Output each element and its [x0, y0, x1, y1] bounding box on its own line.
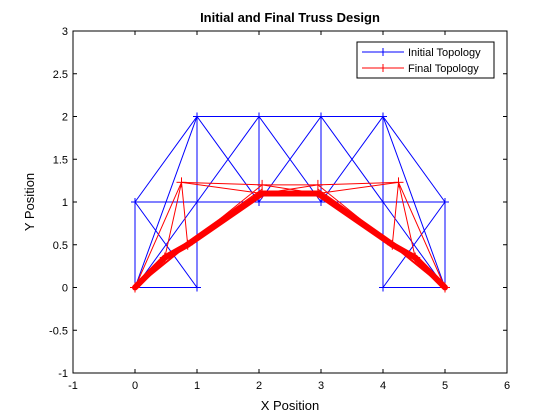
final-member — [314, 190, 396, 248]
x-tick-label: -1 — [68, 380, 78, 392]
y-tick-label: 0 — [62, 283, 68, 295]
y-tick-label: -0.5 — [49, 325, 68, 337]
initial-member — [382, 116, 446, 203]
x-tick-label: 0 — [132, 380, 138, 392]
initial-member — [258, 116, 322, 203]
initial-member — [134, 116, 198, 203]
y-tick-label: 3 — [62, 26, 68, 38]
final-member — [164, 188, 263, 259]
initial-member — [382, 201, 446, 288]
y-axis-ticks: -1 -0.5 0 0.5 1 1.5 2 2.5 3 — [49, 26, 507, 380]
initial-member — [320, 116, 384, 203]
y-tick-label: 2 — [62, 112, 68, 124]
y-tick-label: 2.5 — [53, 69, 68, 81]
legend-label-final: Final Topology — [408, 63, 479, 75]
final-member — [134, 181, 182, 288]
legend: Initial Topology Final Topology — [356, 41, 495, 79]
final-member — [164, 181, 182, 259]
initial-topology-series — [131, 112, 449, 292]
legend-box — [356, 41, 495, 79]
x-axis-ticks: -1 0 1 2 3 4 5 6 — [68, 31, 510, 392]
initial-member — [134, 201, 198, 288]
legend-marker-initial — [379, 48, 387, 56]
y-tick-label: 1 — [62, 197, 68, 209]
final-member — [184, 190, 266, 248]
x-axis-label: X Position — [261, 398, 320, 413]
y-tick-label: 1.5 — [53, 154, 68, 166]
final-member — [398, 181, 416, 259]
y-axis-label: Y Position — [22, 173, 37, 231]
y-tick-label: -1 — [58, 368, 68, 380]
x-tick-label: 1 — [194, 380, 200, 392]
final-member — [317, 188, 416, 259]
final-member — [391, 243, 446, 289]
final-topology-series — [130, 177, 450, 293]
final-member — [398, 181, 446, 288]
initial-member — [196, 116, 260, 203]
final-member — [181, 181, 263, 194]
final-member — [317, 181, 399, 194]
final-member — [391, 181, 399, 246]
x-tick-label: 3 — [318, 380, 324, 392]
final-member — [261, 184, 319, 194]
x-tick-label: 6 — [504, 380, 510, 392]
x-tick-label: 4 — [380, 380, 386, 392]
final-member — [134, 243, 189, 289]
chart-title: Initial and Final Truss Design — [200, 10, 380, 25]
x-tick-label: 2 — [256, 380, 262, 392]
y-tick-label: 0.5 — [53, 240, 68, 252]
final-member — [181, 181, 189, 246]
legend-marker-final — [379, 64, 387, 72]
x-tick-label: 5 — [442, 380, 448, 392]
legend-label-initial: Initial Topology — [408, 47, 481, 59]
final-member — [317, 181, 399, 186]
final-member — [181, 181, 263, 186]
